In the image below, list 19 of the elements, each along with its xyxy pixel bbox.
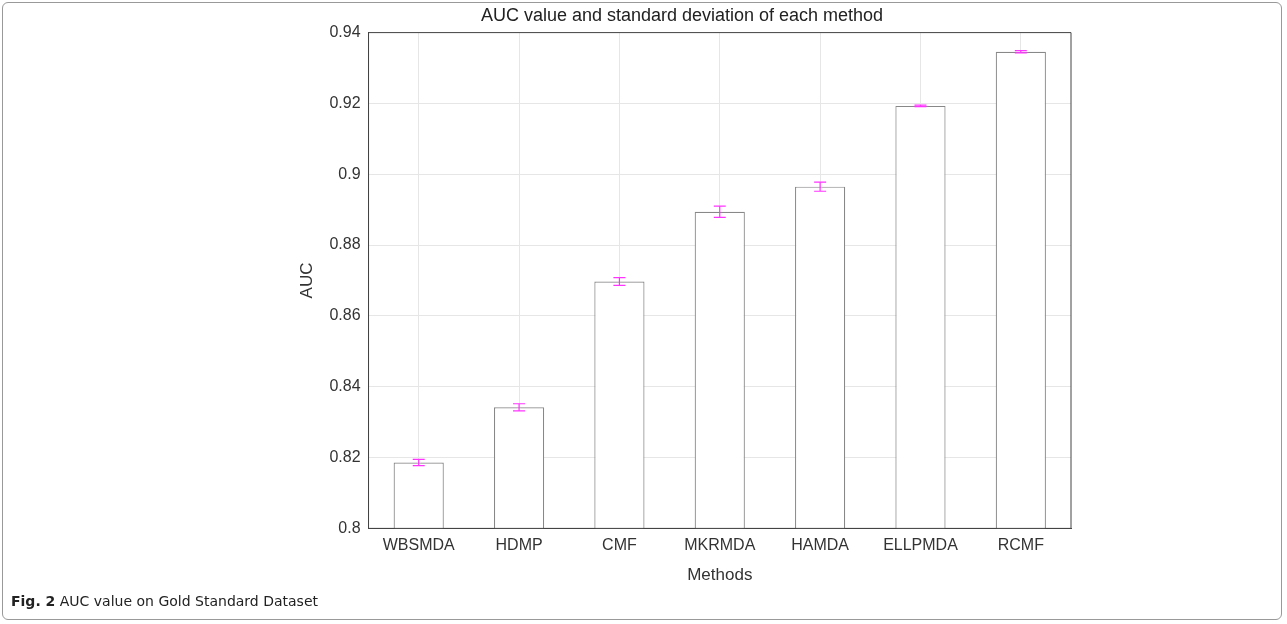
y-tick-label: 0.94 <box>329 23 361 41</box>
y-tick-label: 0.84 <box>329 377 361 395</box>
x-axis-title: Methods <box>687 565 753 585</box>
x-tick-label: WBSMDA <box>382 536 456 554</box>
chart-title: AUC value and standard deviation of each method <box>480 4 884 25</box>
y-tick-label: 0.8 <box>338 518 361 536</box>
x-tick-label: RCMF <box>997 536 1045 554</box>
y-tick-label: 0.9 <box>338 164 361 182</box>
y-axis-title: AUC <box>296 262 316 299</box>
y-tick-label: 0.86 <box>329 306 361 324</box>
y-tick-label: 0.82 <box>329 447 361 465</box>
y-tick-label: 0.92 <box>329 93 361 111</box>
x-tick-label: MKRMDA <box>684 536 756 554</box>
caption: Fig. 2 AUC value on Gold Standard Dataset <box>11 593 319 609</box>
x-tick-label: HDMP <box>495 536 543 554</box>
y-tick-label: 0.88 <box>329 235 361 253</box>
x-tick-label: HAMDA <box>791 536 850 554</box>
x-tick-label: CMF <box>602 536 637 554</box>
x-tick-label: ELLPMDA <box>883 536 959 554</box>
